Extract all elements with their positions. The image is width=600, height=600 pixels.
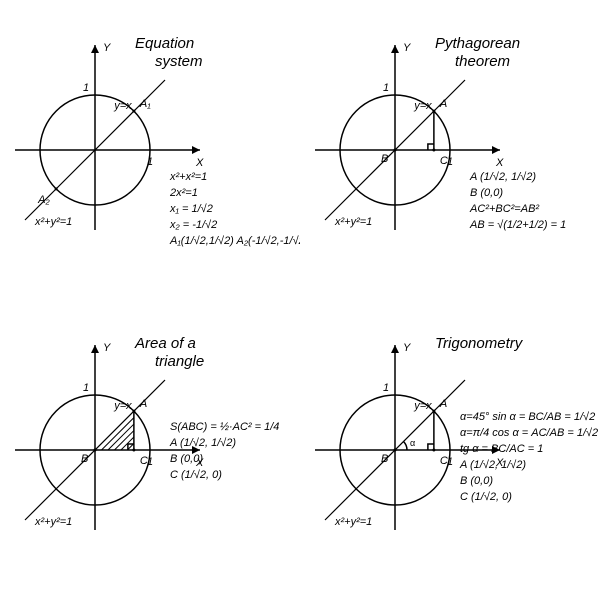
diagram-svg: ABCXY11y=xx²+y²=1PythagoreantheoremA (1/… (300, 0, 600, 300)
point-label: A (439, 398, 447, 410)
circle-eq-label: x²+y²=1 (334, 516, 372, 528)
equation-line: S(ABC) = ½·AC² = 1/4 (170, 421, 279, 433)
line-eq-label: y=x (113, 400, 132, 412)
angle-label: α (410, 438, 415, 448)
panel-title: Trigonometry (435, 335, 524, 352)
equation-line: AB = √(1/2+1/2) = 1 (469, 219, 566, 231)
equation-line: tg α = BC/AC = 1 (460, 443, 543, 455)
equation-line: α=45° sin α = BC/AB = 1/√2 (460, 411, 595, 423)
circle-eq-label: x²+y²=1 (34, 216, 72, 228)
x-axis-label: X (195, 157, 204, 169)
panel-title-2: theorem (455, 53, 510, 70)
point-label: A (439, 98, 447, 110)
circle-eq-label: x²+y²=1 (334, 216, 372, 228)
y-axis-label: Y (103, 342, 111, 354)
tick-1-y: 1 (383, 82, 389, 94)
tick-1-x: 1 (447, 456, 453, 468)
y-axis-label: Y (403, 342, 411, 354)
tick-1-x: 1 (447, 156, 453, 168)
equation-line: B (0,0) (460, 475, 493, 487)
tick-1-x: 1 (147, 456, 153, 468)
diagram-svg: ABCXY11y=xx²+y²=1Area of atriangleS(ABC)… (0, 300, 300, 600)
panel-title: Pythagorean (435, 35, 520, 52)
triangle-shade (101, 418, 133, 450)
tick-1-y: 1 (83, 82, 89, 94)
diagram-svg: αABCXY11y=xx²+y²=1Trigonometryα=45° sin … (300, 300, 600, 600)
panel-title: Equation (135, 35, 194, 52)
equation-line: A₁(1/√2,1/√2) A₂(-1/√2,-1/√2) (169, 235, 300, 247)
point-label: A₁ (139, 98, 151, 110)
point-label: B (381, 453, 388, 465)
point-label: A₂ (37, 194, 50, 206)
diagram-svg: A₁ A₂ X Y 1 1 y=x x²+y²=1 Equationsystem x²+x²=1 2… (0, 0, 300, 300)
tick-1-y: 1 (383, 382, 389, 394)
tick-1-x: 1 (147, 156, 153, 168)
panel-2: ABCXY11y=xx²+y²=1Area of atriangleS(ABC)… (0, 300, 300, 600)
y-axis-label: Y (403, 42, 411, 54)
circle-eq-label: x²+y²=1 (34, 516, 72, 528)
point-label: B (81, 453, 88, 465)
equation-line: x₂ = -1/√2 (169, 219, 217, 231)
angle-arc (404, 442, 408, 451)
equation-line: x²+x²=1 (169, 171, 207, 183)
equation-line: C (1/√2, 0) (170, 469, 222, 481)
equation-line: AC²+BC²=AB² (469, 203, 539, 215)
line-eq-label: y=x (413, 100, 432, 112)
equation-line: B (0,0) (470, 187, 503, 199)
equation-line: C (1/√2, 0) (460, 491, 512, 503)
point-label: A (139, 398, 147, 410)
line-eq-label: y=x (413, 400, 432, 412)
equation-line: x₁ = 1/√2 (169, 203, 213, 215)
equation-line: A (1/√2, 1/√2) (469, 171, 536, 183)
panel-title-2: triangle (155, 353, 204, 370)
line-eq-label: y=x (113, 100, 132, 112)
panel-title-2: system (155, 53, 203, 70)
x-axis-label: X (495, 157, 504, 169)
equation-line: 2x²=1 (169, 187, 198, 199)
panel-0: A₁ A₂ X Y 1 1 y=x x²+y²=1 Equationsystem x²+x²=1 2… (0, 0, 300, 300)
equation-line: A (1/√2, 1/√2) (459, 459, 526, 471)
panel-3: αABCXY11y=xx²+y²=1Trigonometryα=45° sin … (300, 300, 600, 600)
equation-line: B (0,0) (170, 453, 203, 465)
y-axis-label: Y (103, 42, 111, 54)
equation-line: α=π/4 cos α = AC/AB = 1/√2 (460, 427, 598, 439)
panel-title: Area of a (134, 335, 196, 352)
equation-line: A (1/√2, 1/√2) (169, 437, 236, 449)
panel-1: ABCXY11y=xx²+y²=1PythagoreantheoremA (1/… (300, 0, 600, 300)
point-label: B (381, 153, 388, 165)
tick-1-y: 1 (83, 382, 89, 394)
